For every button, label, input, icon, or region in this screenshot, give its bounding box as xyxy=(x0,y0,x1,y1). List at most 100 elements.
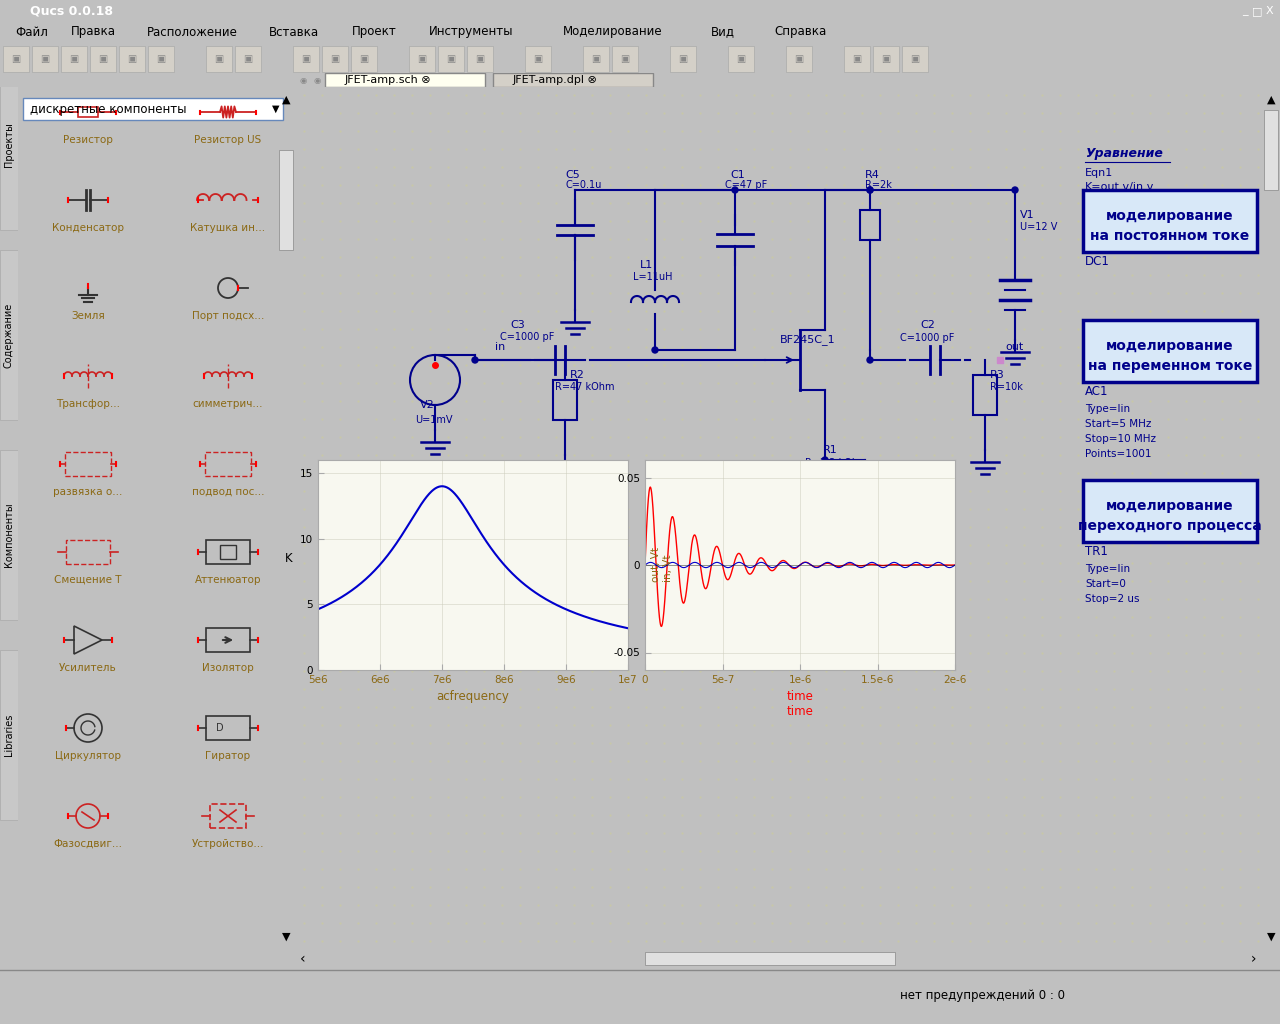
Bar xyxy=(323,46,348,72)
Text: V2: V2 xyxy=(420,400,435,410)
Bar xyxy=(645,952,895,965)
Text: Порт подсх...: Порт подсх... xyxy=(192,311,264,321)
Text: out, Vt
in, Vt: out, Vt in, Vt xyxy=(652,548,673,583)
Bar xyxy=(813,475,837,515)
Text: Справка: Справка xyxy=(774,26,827,39)
Text: ▣: ▣ xyxy=(128,54,137,63)
Text: C=1000 pF: C=1000 pF xyxy=(500,332,554,342)
Text: Инструменты: Инструменты xyxy=(429,26,513,39)
Bar xyxy=(553,380,577,420)
Text: Вид: Вид xyxy=(710,26,735,39)
Text: R=2k: R=2k xyxy=(865,180,892,190)
Text: C=0.1u: C=0.1u xyxy=(835,483,872,493)
Text: ▣: ▣ xyxy=(243,54,252,63)
Text: Усилитель: Усилитель xyxy=(59,663,116,673)
Text: in: in xyxy=(495,342,506,352)
Text: нет предупреждений 0 : 0: нет предупреждений 0 : 0 xyxy=(900,989,1065,1002)
Text: ›: › xyxy=(1252,951,1257,966)
Text: K=out.v/in.v: K=out.v/in.v xyxy=(1085,182,1155,193)
Text: Stop=2 us: Stop=2 us xyxy=(1085,594,1139,604)
FancyBboxPatch shape xyxy=(1083,190,1257,252)
Bar xyxy=(0,450,18,620)
Text: ▼: ▼ xyxy=(282,932,291,942)
Text: моделирование: моделирование xyxy=(1106,209,1234,223)
Bar xyxy=(236,46,261,72)
Circle shape xyxy=(822,457,828,463)
Text: C3: C3 xyxy=(509,319,525,330)
Text: ◉: ◉ xyxy=(300,76,307,85)
Text: D: D xyxy=(216,723,224,733)
Text: L1: L1 xyxy=(640,260,653,270)
Text: Points=1001: Points=1001 xyxy=(1085,449,1152,459)
Bar xyxy=(860,210,881,240)
Bar xyxy=(728,46,754,72)
Text: Eqn1: Eqn1 xyxy=(1085,168,1114,178)
Bar xyxy=(119,46,145,72)
Text: R=10k: R=10k xyxy=(989,382,1023,392)
Bar xyxy=(65,452,111,476)
Text: ◉: ◉ xyxy=(314,76,320,85)
Bar xyxy=(612,46,637,72)
Text: V1: V1 xyxy=(1020,210,1034,220)
Bar xyxy=(410,46,435,72)
Text: ▣: ▣ xyxy=(736,54,746,63)
Text: C=1000 pF: C=1000 pF xyxy=(900,333,955,343)
Text: Моделирование: Моделирование xyxy=(563,26,663,39)
Text: ▣: ▣ xyxy=(910,54,919,63)
Text: Вставка: Вставка xyxy=(269,26,319,39)
Text: Start=0: Start=0 xyxy=(1085,579,1126,589)
Text: Трансфор...: Трансфор... xyxy=(56,399,120,409)
Text: C=47 pF: C=47 pF xyxy=(724,180,767,190)
Bar xyxy=(210,804,246,828)
Text: подвод пос...: подвод пос... xyxy=(192,487,264,497)
Bar xyxy=(351,46,378,72)
Text: R=47 kOhm: R=47 kOhm xyxy=(556,382,614,392)
Text: C1: C1 xyxy=(730,170,745,180)
Text: C=0.1u: C=0.1u xyxy=(564,180,602,190)
Text: ▣: ▣ xyxy=(12,54,20,63)
Text: Циркулятор: Циркулятор xyxy=(55,751,122,761)
Circle shape xyxy=(867,187,873,193)
Text: Уравнение: Уравнение xyxy=(1085,147,1162,160)
Text: Смещение Т: Смещение Т xyxy=(54,575,122,585)
Text: на переменном токе: на переменном токе xyxy=(1088,359,1252,373)
Text: C4: C4 xyxy=(840,470,855,480)
Text: ▣: ▣ xyxy=(69,54,78,63)
FancyBboxPatch shape xyxy=(1083,480,1257,542)
Text: L=11uH: L=11uH xyxy=(634,272,672,282)
Text: Файл: Файл xyxy=(15,26,49,39)
Text: X: X xyxy=(1265,6,1272,16)
Bar xyxy=(206,628,250,652)
Bar xyxy=(844,46,870,72)
Circle shape xyxy=(652,347,658,353)
Bar xyxy=(0,60,18,230)
Text: ▣: ▣ xyxy=(301,54,311,63)
Text: Компоненты: Компоненты xyxy=(4,503,14,567)
Bar xyxy=(438,46,465,72)
Text: симметрич...: симметрич... xyxy=(193,399,264,409)
Bar xyxy=(32,46,58,72)
X-axis label: time
time: time time xyxy=(787,690,813,719)
Bar xyxy=(582,46,609,72)
Text: BF245C_1: BF245C_1 xyxy=(780,334,836,345)
Text: C2: C2 xyxy=(920,319,934,330)
Bar xyxy=(873,46,899,72)
Text: дискретные компоненты: дискретные компоненты xyxy=(29,102,187,116)
Text: моделирование: моделирование xyxy=(1106,339,1234,353)
Text: ▲: ▲ xyxy=(1267,95,1275,105)
Text: ‹: ‹ xyxy=(301,951,306,966)
Text: Qucs 0.0.18: Qucs 0.0.18 xyxy=(29,4,113,17)
Bar xyxy=(23,98,283,120)
Text: Катушка ин...: Катушка ин... xyxy=(191,223,265,233)
Text: ▣: ▣ xyxy=(852,54,861,63)
Y-axis label: K: K xyxy=(285,552,293,565)
Text: AC1: AC1 xyxy=(1085,385,1108,398)
Bar xyxy=(67,540,110,564)
Text: переходного процесса: переходного процесса xyxy=(1078,519,1262,534)
Bar xyxy=(220,545,236,559)
Bar xyxy=(0,250,18,420)
Text: Правка: Правка xyxy=(70,26,115,39)
Text: Расположение: Расположение xyxy=(147,26,238,39)
Text: Аттенюатор: Аттенюатор xyxy=(195,575,261,585)
Text: ▼: ▼ xyxy=(273,104,280,114)
